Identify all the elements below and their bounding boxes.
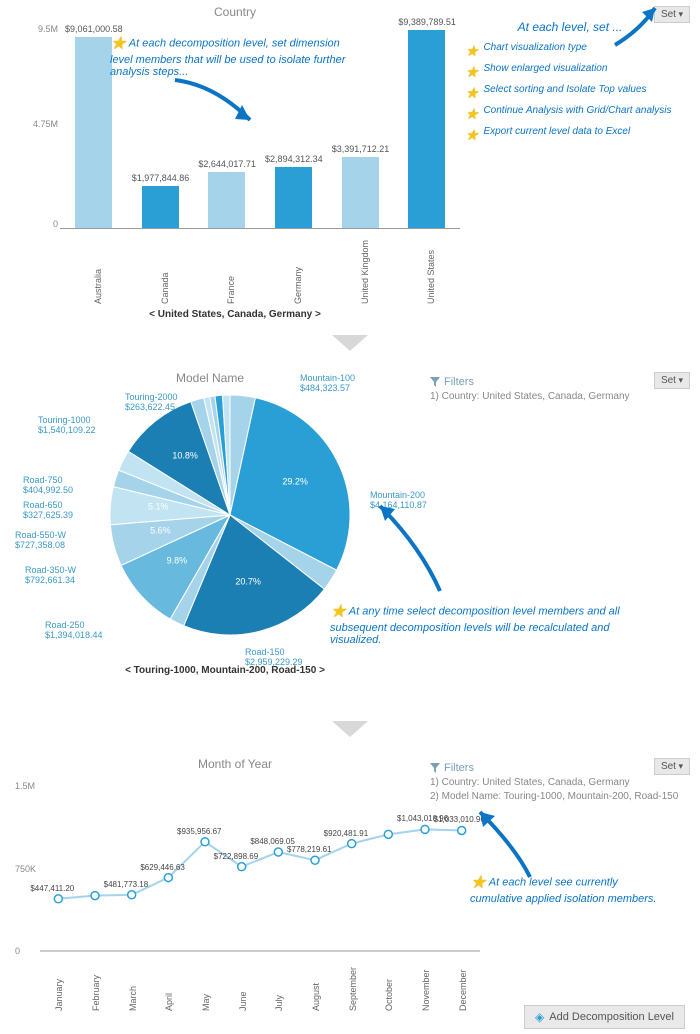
point-label: $920,481.91 [324,829,369,838]
y-tick: 0 [15,946,20,956]
x-label: July [274,995,284,1011]
filter-line: 1) Country: United States, Canada, Germa… [430,777,680,788]
x-label: September [348,967,358,1011]
bullet-item: ★Continue Analysis with Grid/Chart analy… [465,105,675,123]
bar[interactable] [408,30,445,228]
arrow-icon [610,0,665,50]
bullet-item: ★Export current level data to Excel [465,126,675,144]
filter-icon [430,763,440,773]
model-pie-chart: 29.2% 20.7% 9.8% 5.6% 5.1% 10.8% [105,390,355,640]
x-label: August [311,983,321,1011]
filters-header-2: Filters [430,376,630,388]
point-label: $629,446.63 [140,863,185,872]
bar[interactable] [75,37,112,228]
y-tick: 1.5M [15,781,35,791]
pie-slice-label: Road-550-W$727,358.08 [15,530,66,550]
y-tick: 0 [53,219,58,229]
star-icon: ★ [465,105,478,123]
point-label: $935,956.67 [177,827,222,836]
star-icon: ★ [465,42,478,60]
bar-value-label: $1,977,844.86 [130,173,192,183]
pie-pct-label: 5.6% [150,525,171,535]
pie-slice-label: Road-150$2,959,229.29 [245,647,303,667]
star-icon: ★ [465,126,478,144]
x-label: United Kingdom [360,240,370,304]
bar[interactable] [275,167,312,228]
pie-slice-label: Road-650$327,625.39 [23,500,73,520]
point-label: $722,898.69 [214,852,259,861]
x-label: October [384,979,394,1011]
pie-pct-label: 10.8% [172,451,198,461]
bar-value-label: $2,644,017.71 [196,159,258,169]
x-label: Canada [160,272,170,304]
annotation-1: ★ At each decomposition level, set dimen… [110,33,350,78]
star-icon: ★ [465,84,478,102]
bullet-item: ★Show enlarged visualization [465,63,675,81]
star-icon: ★ [465,63,478,81]
pie-slice-label: Touring-2000$263,622.45 [125,392,178,412]
star-icon: ★ [330,601,346,622]
x-label: Australia [93,269,103,304]
bullet-item: ★Select sorting and Isolate Top values [465,84,675,102]
arrow-icon [165,75,265,135]
annotation-2: ★ At any time select decomposition level… [330,601,630,646]
y-tick: 750K [15,864,36,874]
bar-chart-title: Country [10,5,460,19]
x-label: January [54,979,64,1011]
x-label: April [164,993,174,1011]
x-label: June [238,991,248,1011]
pie-slice-label: Road-750$404,992.50 [23,475,73,495]
x-label: March [128,986,138,1011]
filter-icon [430,377,440,387]
star-icon: ★ [110,33,126,54]
x-label: December [458,969,468,1011]
point-label: $481,773.18 [104,880,149,889]
y-tick: 9.5M [38,24,58,34]
y-tick: 4.75M [33,119,58,129]
line-chart-title: Month of Year [10,757,460,771]
bar[interactable] [208,172,245,228]
bar[interactable] [142,186,179,228]
filter-line: 2) Model Name: Touring-1000, Mountain-20… [430,791,680,802]
pie-pct-label: 20.7% [235,577,261,587]
bar[interactable] [342,157,379,228]
x-label: May [201,994,211,1011]
pie-slice-label: Touring-1000$1,540,109.22 [38,415,96,435]
triangle-down-icon [332,335,368,351]
x-label: United States [426,250,436,304]
pie-pct-label: 9.8% [167,556,188,566]
add-decomposition-level-button[interactable]: ◈ Add Decomposition Level [524,1005,685,1029]
bar-value-label: $9,389,789.51 [396,17,458,27]
point-label: $778,219.61 [287,845,332,854]
x-label: November [421,969,431,1011]
set-button-2[interactable]: Set [654,372,690,389]
x-label: Germany [293,267,303,304]
add-level-icon: ◈ [535,1010,544,1024]
bar-value-label: $2,894,312.34 [263,154,325,164]
pie-slice-label: Mountain-100$484,323.57 [300,373,355,393]
pie-slice-label: Road-250$1,394,018.44 [45,620,103,640]
pie-slice-label: Road-350-W$792,661.34 [25,565,76,585]
pie-pct-label: 5.1% [148,501,169,511]
pie-pct-label: 29.2% [282,476,308,486]
filter-line: 1) Country: United States, Canada, Germa… [430,391,630,402]
arrow-icon [370,496,450,596]
x-label: February [91,975,101,1011]
triangle-down-icon [332,721,368,737]
arrow-icon [470,802,550,882]
x-label: France [226,276,236,304]
point-label: $447,411.20 [30,884,74,893]
filters-header-3: Filters [430,762,680,774]
bar-value-label: $3,391,712.21 [330,144,392,154]
